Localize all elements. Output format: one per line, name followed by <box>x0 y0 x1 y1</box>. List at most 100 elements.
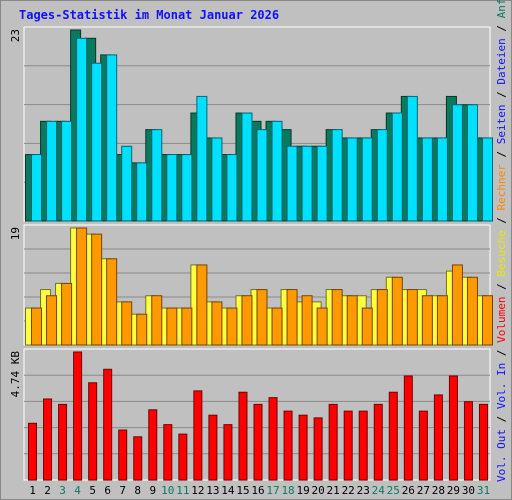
bar-rechner-31 <box>481 295 493 346</box>
bar-dateien-18 <box>286 145 298 222</box>
bar-volumen-21 <box>328 403 338 481</box>
day-label: 20 <box>312 484 325 497</box>
bar-rechner-10 <box>166 307 178 346</box>
bar-volumen-9 <box>148 409 158 481</box>
day-label: 30 <box>462 484 475 497</box>
bar-rechner-5 <box>91 233 103 346</box>
day-label: 21 <box>327 484 340 497</box>
caption-separator: / <box>495 277 508 297</box>
bar-dateien-30 <box>466 104 478 222</box>
caption-separator: / <box>495 144 508 164</box>
caption-separator: / <box>495 409 508 429</box>
day-label: 31 <box>477 484 490 497</box>
day-label: 12 <box>191 484 204 497</box>
bar-volumen-28 <box>433 394 443 481</box>
day-label: 19 <box>296 484 309 497</box>
bar-dateien-22 <box>346 137 358 222</box>
day-label: 9 <box>149 484 156 497</box>
day-label: 27 <box>417 484 430 497</box>
bar-dateien-31 <box>481 137 493 222</box>
bar-rechner-28 <box>436 295 448 346</box>
day-label: 25 <box>387 484 400 497</box>
bar-dateien-7 <box>121 145 133 222</box>
bar-volumen-19 <box>298 414 308 481</box>
bar-volumen-17 <box>268 397 278 481</box>
bar-rechner-30 <box>466 276 478 346</box>
bar-rechner-8 <box>136 313 148 346</box>
y-tick-label: 23 <box>9 29 22 42</box>
bar-volumen-4 <box>73 351 83 481</box>
bar-dateien-27 <box>421 137 433 222</box>
bar-dateien-11 <box>181 154 193 222</box>
bar-rechner-16 <box>256 289 268 346</box>
bar-volumen-5 <box>88 382 98 481</box>
day-label: 8 <box>134 484 141 497</box>
y-tick-label: 19 <box>9 227 22 240</box>
bar-rechner-6 <box>106 258 118 346</box>
right-axis-caption: Vol. Out / Vol. In / Volumen / Besuche /… <box>495 0 508 482</box>
bar-rechner-18 <box>286 289 298 346</box>
day-label: 10 <box>161 484 174 497</box>
caption-separator: / <box>495 18 508 38</box>
bar-dateien-14 <box>226 154 238 222</box>
bar-dateien-8 <box>136 162 148 222</box>
bar-rechner-29 <box>451 264 463 346</box>
bar-volumen-12 <box>193 390 203 481</box>
bar-rechner-17 <box>271 307 283 346</box>
bar-volumen-29 <box>448 375 458 481</box>
panel-3: 4.74 KB <box>9 348 491 481</box>
bar-rechner-7 <box>121 301 133 346</box>
day-label: 17 <box>266 484 279 497</box>
bar-volumen-30 <box>463 401 473 481</box>
bar-dateien-4 <box>76 37 88 222</box>
bar-dateien-19 <box>301 145 313 222</box>
bar-rechner-24 <box>376 289 388 346</box>
caption-item: Seiten <box>495 104 508 144</box>
bar-rechner-15 <box>241 295 253 346</box>
bar-dateien-6 <box>106 54 118 222</box>
bar-dateien-25 <box>391 112 403 222</box>
day-label: 1 <box>29 484 36 497</box>
bar-volumen-25 <box>388 391 398 481</box>
bar-volumen-14 <box>223 424 233 481</box>
bar-volumen-16 <box>253 403 263 481</box>
bar-dateien-16 <box>256 129 268 222</box>
bar-rechner-14 <box>226 307 238 346</box>
bar-volumen-2 <box>43 398 53 481</box>
day-label: 18 <box>281 484 294 497</box>
bar-volumen-10 <box>163 424 173 481</box>
day-label: 28 <box>432 484 445 497</box>
bar-dateien-10 <box>166 154 178 222</box>
bar-rechner-27 <box>421 295 433 346</box>
day-label: 15 <box>236 484 249 497</box>
bar-volumen-24 <box>373 403 383 481</box>
bar-dateien-9 <box>151 129 163 222</box>
bar-volumen-11 <box>178 433 188 481</box>
bar-volumen-8 <box>133 436 143 481</box>
caption-separator: / <box>495 210 508 230</box>
bar-dateien-3 <box>61 120 73 222</box>
caption-item: Dateien <box>495 38 508 84</box>
bar-rechner-12 <box>196 264 208 346</box>
bar-dateien-29 <box>451 104 463 222</box>
bar-volumen-23 <box>358 410 368 481</box>
bar-rechner-21 <box>331 289 343 346</box>
bar-rechner-19 <box>301 295 313 346</box>
bar-rechner-20 <box>316 307 328 346</box>
day-label: 11 <box>176 484 189 497</box>
y-tick-label: 4.74 KB <box>9 351 22 398</box>
caption-item: Volumen <box>495 297 508 343</box>
bar-rechner-26 <box>406 289 418 346</box>
day-label: 4 <box>74 484 81 497</box>
bar-volumen-13 <box>208 414 218 481</box>
bar-rechner-4 <box>76 227 88 346</box>
bar-dateien-23 <box>361 137 373 222</box>
bar-volumen-15 <box>238 391 248 481</box>
caption-item: Anfragen <box>495 0 508 18</box>
day-label: 3 <box>59 484 66 497</box>
bar-volumen-1 <box>28 422 38 481</box>
bar-volumen-20 <box>313 417 323 481</box>
caption-item: Vol. In <box>495 363 508 409</box>
right-caption-text: Vol. Out / Vol. In / Volumen / Besuche /… <box>495 0 508 482</box>
bar-volumen-26 <box>403 375 413 481</box>
